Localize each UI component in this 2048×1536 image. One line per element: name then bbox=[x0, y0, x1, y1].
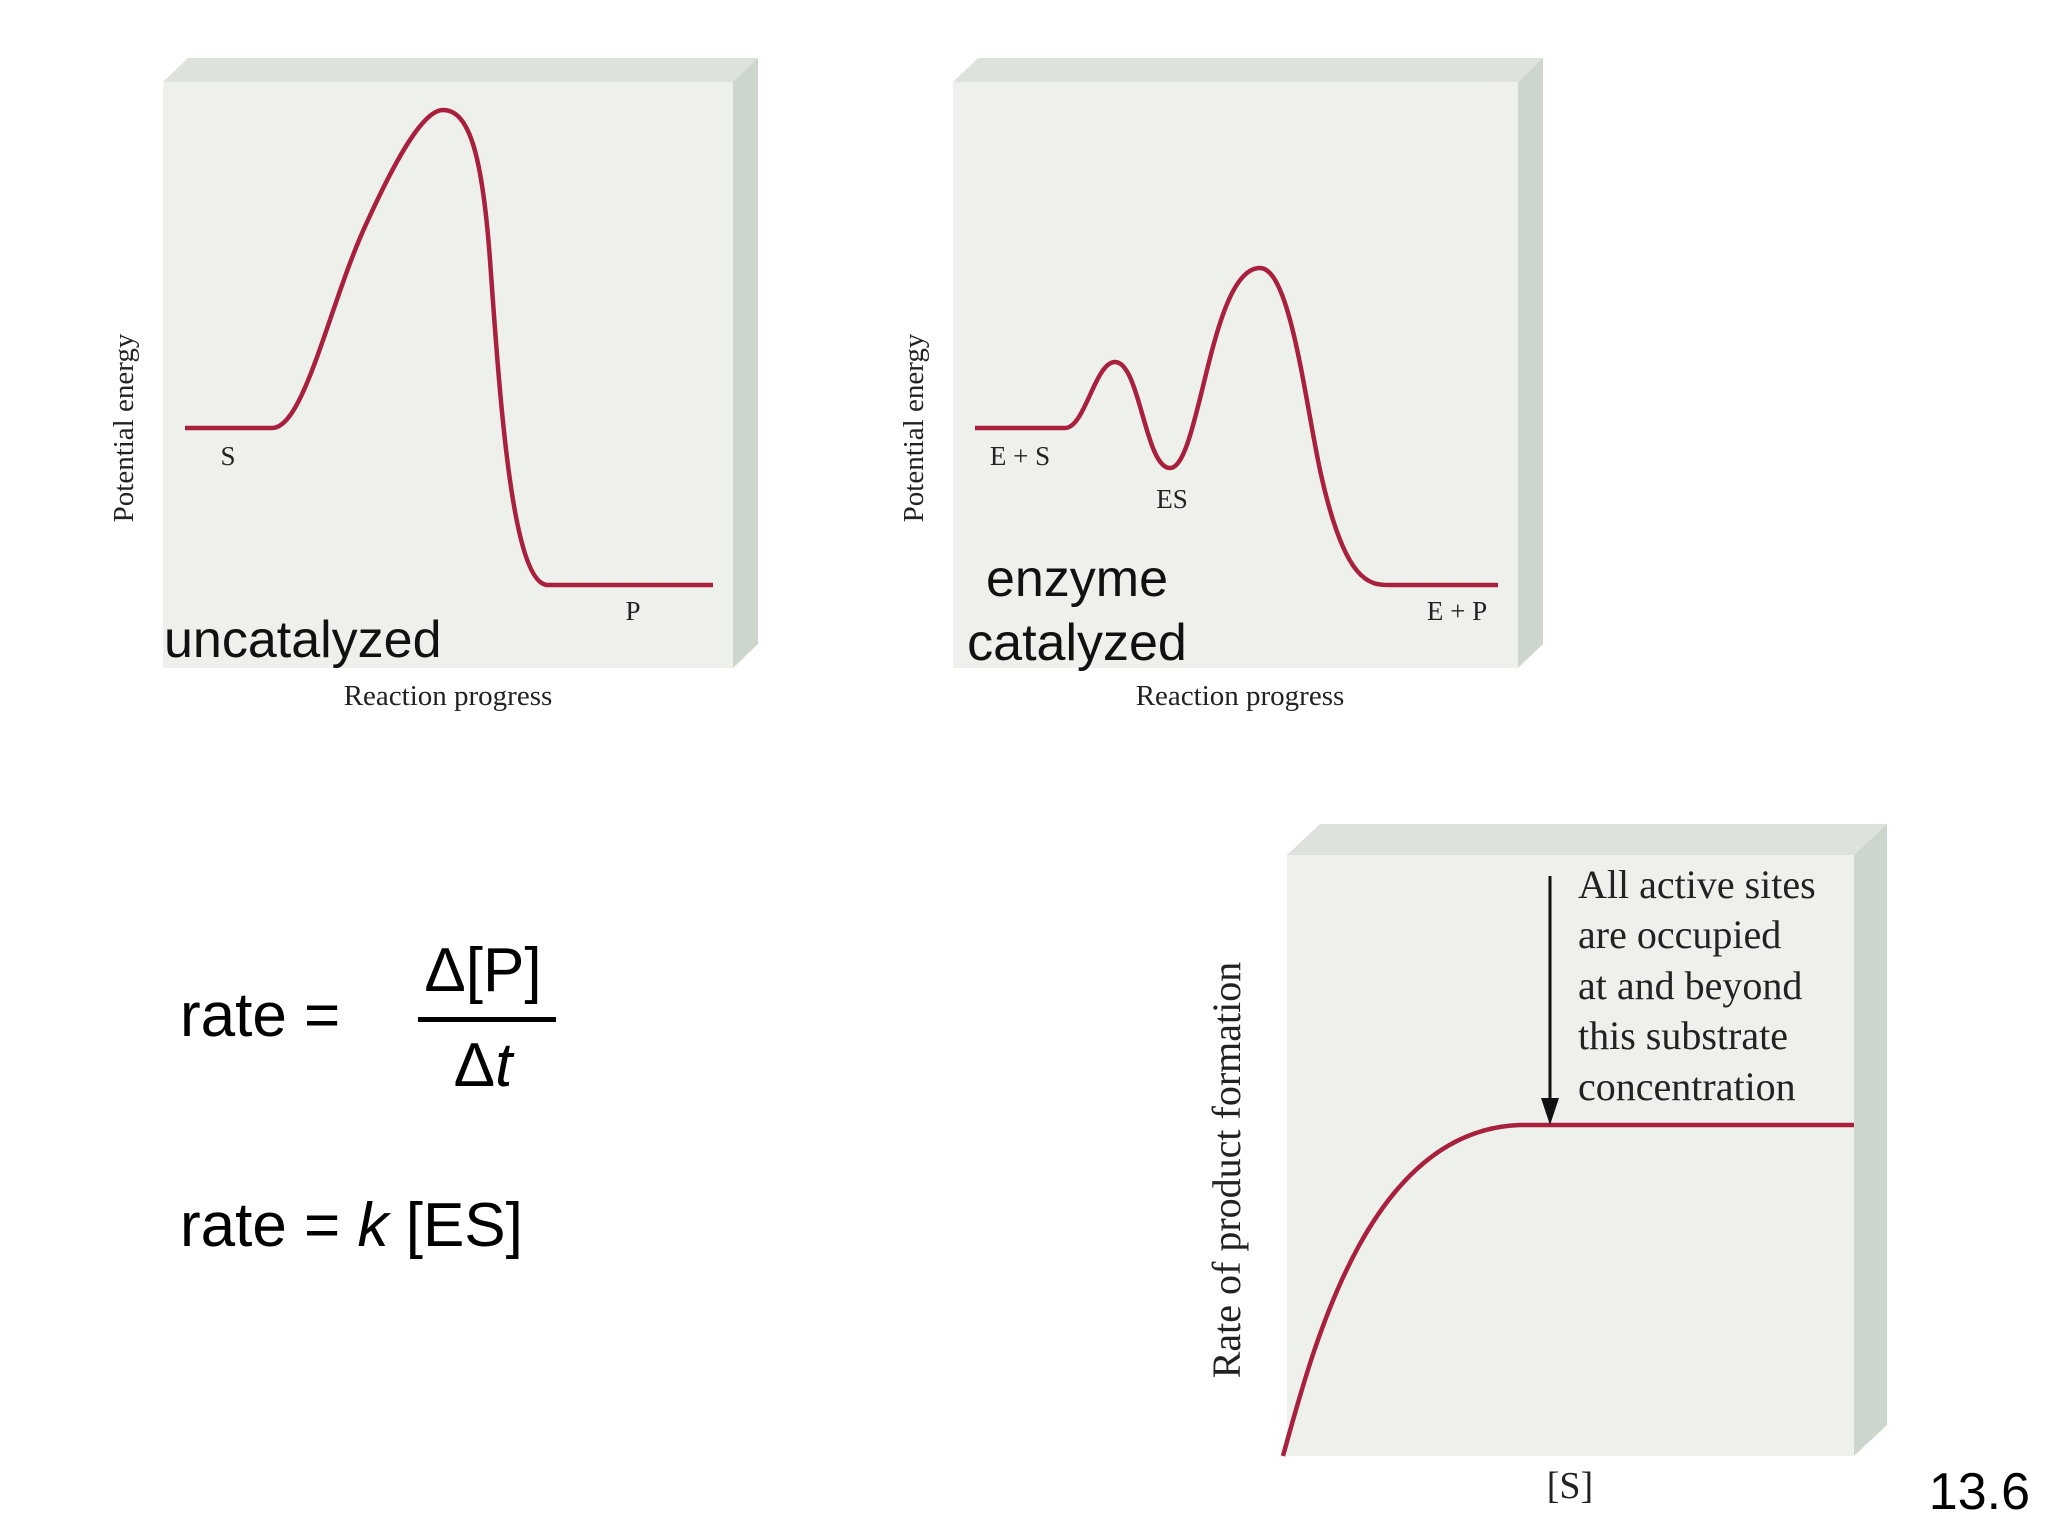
annotation-line: this substrate bbox=[1578, 1013, 1788, 1058]
annotation-line: concentration bbox=[1578, 1064, 1796, 1109]
saturation-diagram: All active sites are occupied at and bey… bbox=[1180, 780, 2040, 1520]
slide-number: 13.6 bbox=[1928, 1463, 2030, 1521]
annotation-line: are occupied bbox=[1578, 912, 1781, 957]
delta-symbol: Δ bbox=[453, 1031, 496, 1100]
x-axis-label: [S] bbox=[1547, 1465, 1593, 1507]
product-label: P bbox=[625, 596, 640, 626]
caption-line2: catalyzed bbox=[967, 614, 1187, 672]
catalyzed-diagram: E + S ES E + P enzyme catalyzed Reaction… bbox=[800, 0, 1600, 760]
x-axis-label: Reaction progress bbox=[1136, 680, 1345, 712]
panel-top-face bbox=[1287, 824, 1887, 855]
x-axis-label: Reaction progress bbox=[344, 680, 553, 712]
caption-line1: enzyme bbox=[986, 550, 1168, 608]
panel-side-face bbox=[1518, 58, 1543, 668]
y-axis-label: Potential energy bbox=[898, 333, 930, 522]
arrow-head-icon bbox=[1541, 1098, 1559, 1125]
annotation-line: at and beyond bbox=[1578, 963, 1802, 1008]
rate-equation-lhs: rate = bbox=[180, 981, 341, 1050]
panel-side-face bbox=[1854, 824, 1887, 1456]
y-axis-label: Potential energy bbox=[108, 333, 140, 522]
time-variable: t bbox=[495, 1031, 513, 1100]
intermediate-label: ES bbox=[1156, 484, 1188, 514]
y-axis-label: Rate of product formation bbox=[1204, 962, 1249, 1379]
rate-law-prefix: rate = bbox=[180, 1191, 358, 1260]
panel-top-face bbox=[953, 58, 1543, 82]
products-label: E + P bbox=[1427, 596, 1487, 626]
panel-top-face bbox=[163, 58, 758, 82]
fraction-bar bbox=[418, 1017, 556, 1022]
panel-front-face bbox=[1287, 855, 1854, 1456]
energy-curve bbox=[975, 265, 1498, 588]
caption-uncatalyzed: uncatalyzed bbox=[164, 611, 442, 669]
panel-front-face bbox=[163, 82, 733, 668]
rate-law-equation: rate = k [ES] bbox=[180, 1195, 523, 1257]
rate-constant: k bbox=[357, 1191, 389, 1260]
uncatalyzed-diagram: S P uncatalyzed Reaction progress Potent… bbox=[0, 0, 800, 760]
energy-curve bbox=[185, 107, 713, 588]
rate-denominator: Δt bbox=[408, 1035, 558, 1097]
panel-front-face bbox=[953, 82, 1518, 668]
rate-law-suffix: [ES] bbox=[388, 1191, 523, 1260]
annotation-line: All active sites bbox=[1578, 862, 1816, 907]
reactants-label: E + S bbox=[990, 441, 1050, 471]
panel-side-face bbox=[733, 58, 758, 668]
rate-numerator: Δ[P] bbox=[424, 936, 542, 1005]
saturation-curve bbox=[1280, 1122, 1854, 1457]
substrate-label: S bbox=[220, 441, 235, 471]
